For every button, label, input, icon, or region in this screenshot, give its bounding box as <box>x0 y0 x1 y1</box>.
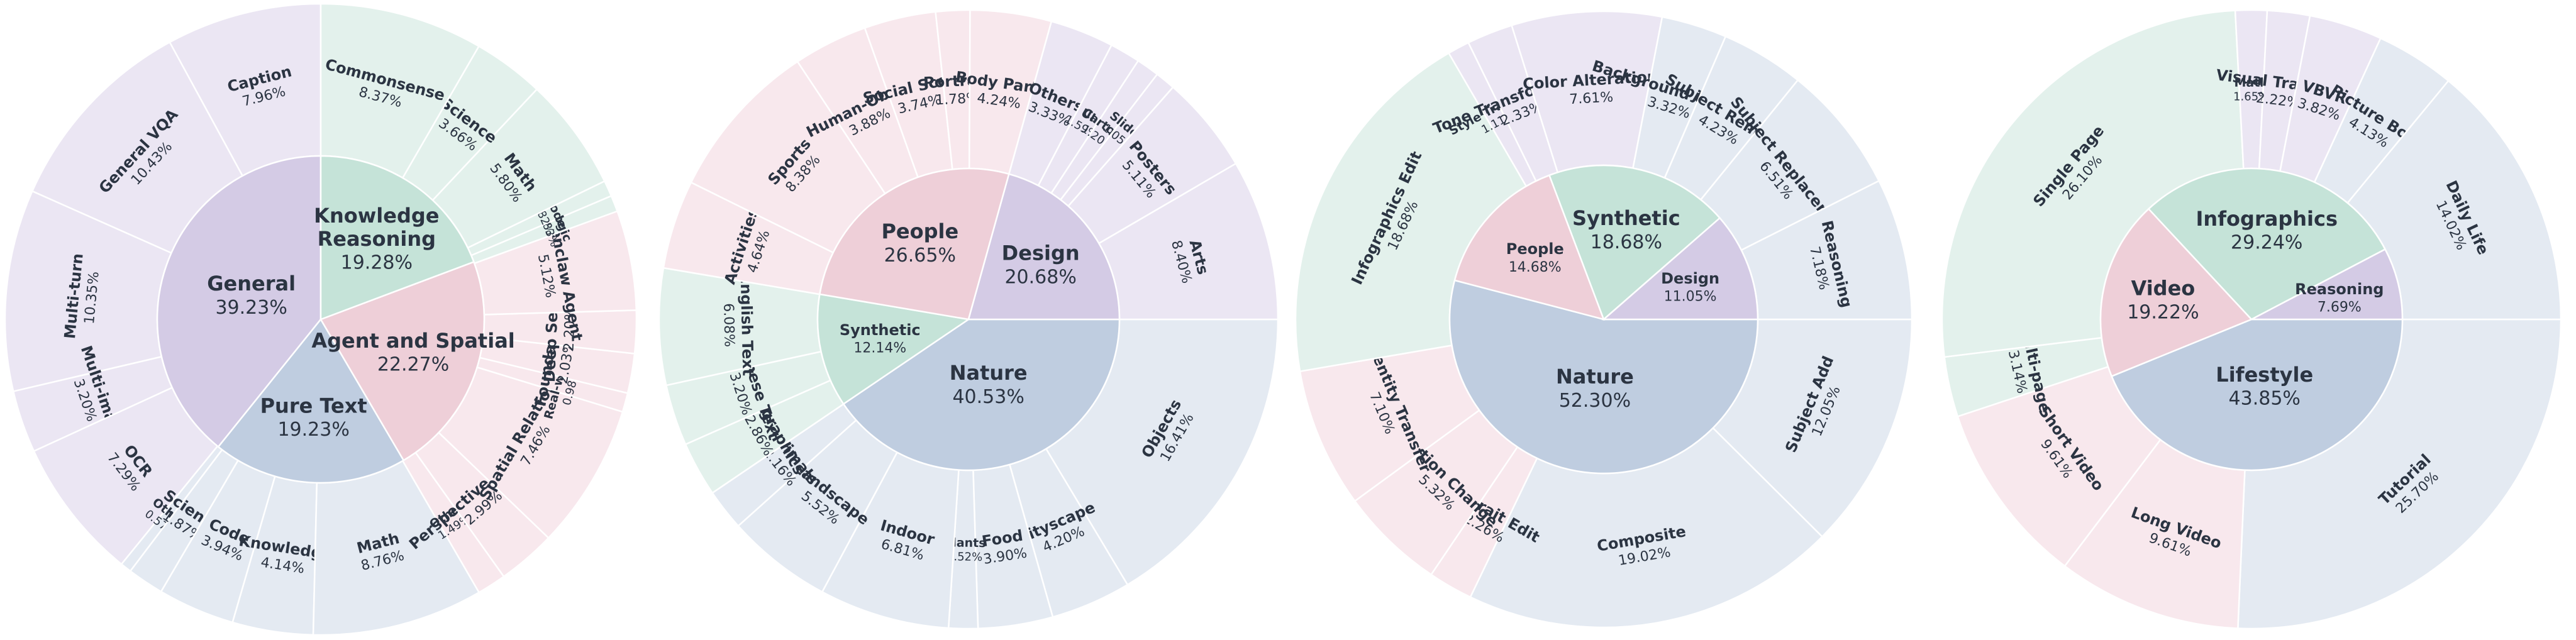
inner-label-infographics: Infographics 29.24% <box>2196 207 2338 254</box>
outer-label-food: Food3.90% <box>979 526 1028 568</box>
inner-label-lifestyle: Lifestyle 43.85% <box>2216 363 2313 410</box>
sunburst-chart-4: Tutorial25.70%Long Video9.61%Short Video… <box>1941 9 2562 630</box>
inner-wedge-pure-text <box>217 317 405 484</box>
inner-wedge-people <box>1453 174 1606 321</box>
inner-wedge-synthetic <box>1548 164 1721 321</box>
outer-label-multi-turn: Multi-turn10.35% <box>61 253 104 341</box>
outer-label-english-text: English Text6.08% <box>719 273 757 377</box>
inner-wedge-reasoning <box>2251 248 2404 321</box>
inner-label-video: Video 19.22% <box>2127 277 2199 324</box>
inner-wedge-people <box>818 167 1010 321</box>
inner-label-reasoning: Reasoning 7.69% <box>2295 280 2384 316</box>
inner-wedge-infographics <box>2147 167 2387 321</box>
inner-label-people: People 14.68% <box>1506 240 1564 275</box>
inner-label-design: Design 11.05% <box>1661 270 1719 305</box>
inner-label-people: People 26.65% <box>881 219 958 267</box>
inner-label-nature: Nature 40.53% <box>950 361 1028 408</box>
inner-wedge-nature <box>1448 279 1759 475</box>
inner-wedge-knowledge-reasoning <box>319 155 475 321</box>
inner-wedge-general <box>156 155 322 448</box>
inner-label-general: General 39.23% <box>207 272 296 319</box>
inner-label-agent-and-spatial: Agent and Spatial 22.27% <box>311 329 514 376</box>
inner-wedge-synthetic <box>816 293 971 406</box>
inner-label-nature: Nature 52.30% <box>1556 365 1634 412</box>
inner-label-design: Design 20.68% <box>1002 241 1080 289</box>
inner-wedge-design <box>1601 217 1759 321</box>
sunburst-chart-2: Objects16.41%Cityscape4.20%Food3.90%Plan… <box>658 9 1279 630</box>
inner-wedge-agent-and-spatial <box>319 260 486 461</box>
inner-label-pure-text: Pure Text 19.23% <box>260 394 367 441</box>
inner-label-synthetic: Synthetic 18.68% <box>1572 206 1680 253</box>
outer-label-math: Math 1.65% <box>2233 76 2269 104</box>
inner-wedge-lifestyle <box>2111 318 2404 472</box>
inner-label-knowledge-reasoning: Knowledge Reasoning 19.28% <box>314 204 439 274</box>
inner-wedge-design <box>967 173 1121 321</box>
inner-wedge-video <box>2099 207 2253 378</box>
inner-label-synthetic: Synthetic 12.14% <box>840 321 921 356</box>
sunburst-chart-3: Subject Add12.05%Composite19.02%Portrait… <box>1294 10 1913 629</box>
inner-wedge-nature <box>842 318 1121 472</box>
sunburst-chart-1: Caption7.96%General VQA10.43%Multi-turn1… <box>4 3 638 636</box>
